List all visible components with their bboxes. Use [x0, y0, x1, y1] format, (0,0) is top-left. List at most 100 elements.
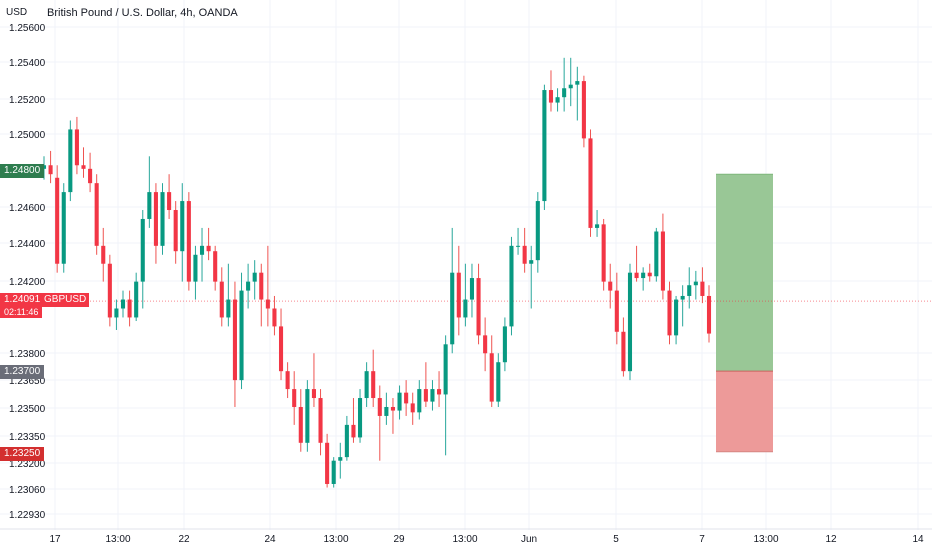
- candle-body[interactable]: [450, 272, 455, 345]
- candle-body[interactable]: [483, 335, 488, 354]
- candle-body[interactable]: [265, 299, 270, 309]
- candle-body[interactable]: [180, 201, 185, 252]
- candle-body[interactable]: [535, 201, 540, 261]
- candle-body[interactable]: [634, 272, 639, 279]
- candle-body[interactable]: [588, 138, 593, 228]
- candle-body[interactable]: [456, 272, 461, 318]
- candle-body[interactable]: [331, 460, 336, 484]
- candle-body[interactable]: [74, 129, 79, 166]
- candle-body[interactable]: [292, 389, 297, 407]
- candle-body[interactable]: [608, 281, 613, 291]
- candle-body[interactable]: [463, 299, 468, 318]
- candle-body[interactable]: [706, 295, 712, 334]
- candle-body[interactable]: [496, 362, 501, 402]
- candle-body[interactable]: [680, 295, 685, 300]
- candle-body[interactable]: [417, 389, 422, 413]
- candle-body[interactable]: [186, 201, 191, 282]
- candle-body[interactable]: [489, 353, 494, 402]
- candle-body[interactable]: [627, 272, 633, 372]
- candle-body[interactable]: [581, 81, 586, 139]
- candle-body[interactable]: [325, 442, 330, 484]
- candle-body[interactable]: [61, 192, 66, 264]
- candle-body[interactable]: [404, 392, 409, 404]
- candle-body[interactable]: [114, 308, 119, 318]
- candle-body[interactable]: [239, 290, 244, 381]
- entry-price-badge[interactable]: 1.23700: [0, 365, 45, 379]
- candle-body[interactable]: [206, 245, 211, 252]
- candle-body[interactable]: [140, 218, 145, 282]
- candle-body[interactable]: [469, 278, 475, 300]
- candle-body[interactable]: [160, 192, 165, 246]
- candle-body[interactable]: [272, 308, 277, 327]
- profit-zone[interactable]: [716, 174, 773, 372]
- candle-body[interactable]: [344, 424, 349, 458]
- candle-body[interactable]: [68, 129, 73, 193]
- candle-body[interactable]: [226, 299, 231, 318]
- candle-body[interactable]: [193, 254, 198, 282]
- candle-body[interactable]: [101, 245, 106, 264]
- candle-body[interactable]: [601, 224, 606, 282]
- candle-body[interactable]: [674, 299, 679, 336]
- candle-body[interactable]: [311, 389, 316, 399]
- current-price-badge[interactable]: 1.24091: [0, 293, 45, 307]
- loss-zone[interactable]: [716, 371, 773, 452]
- candle-body[interactable]: [548, 90, 554, 103]
- candle-body[interactable]: [509, 245, 514, 327]
- candle-body[interactable]: [120, 299, 126, 309]
- target-price-badge[interactable]: 1.24800: [0, 164, 45, 178]
- candle-body[interactable]: [305, 389, 310, 443]
- candle-body[interactable]: [153, 192, 158, 246]
- candle-body[interactable]: [107, 263, 112, 318]
- candle-body[interactable]: [213, 251, 218, 282]
- candle-body[interactable]: [147, 192, 152, 219]
- candle-body[interactable]: [232, 299, 237, 381]
- candle-body[interactable]: [134, 281, 139, 318]
- candle-body[interactable]: [377, 398, 382, 416]
- candle-body[interactable]: [318, 398, 323, 443]
- candle-body[interactable]: [502, 326, 507, 363]
- candle-body[interactable]: [562, 88, 567, 98]
- candle-body[interactable]: [575, 81, 580, 85]
- candle-body[interactable]: [555, 97, 560, 103]
- candle-body[interactable]: [384, 406, 389, 416]
- candle-body[interactable]: [390, 406, 396, 411]
- candle-body[interactable]: [81, 165, 86, 169]
- candle-body[interactable]: [338, 457, 343, 461]
- chart-title[interactable]: British Pound / U.S. Dollar, 4h, OANDA: [47, 7, 238, 19]
- candle-body[interactable]: [357, 398, 363, 438]
- candle-body[interactable]: [660, 231, 665, 291]
- candle-body[interactable]: [246, 281, 251, 291]
- candle-body[interactable]: [614, 290, 619, 332]
- candle-body[interactable]: [595, 224, 600, 228]
- candle-body[interactable]: [641, 272, 646, 279]
- candle-body[interactable]: [687, 285, 692, 296]
- candle-body[interactable]: [621, 331, 626, 372]
- candle-body[interactable]: [443, 344, 448, 395]
- candle-body[interactable]: [94, 183, 99, 246]
- candle-body[interactable]: [647, 272, 652, 277]
- candle-body[interactable]: [48, 165, 53, 175]
- candle-body[interactable]: [667, 290, 672, 336]
- candle-body[interactable]: [298, 406, 303, 443]
- candle-body[interactable]: [654, 231, 659, 277]
- candle-body[interactable]: [522, 245, 527, 264]
- candle-body[interactable]: [127, 299, 132, 318]
- candle-body[interactable]: [167, 192, 172, 211]
- candle-body[interactable]: [252, 272, 257, 282]
- candle-body[interactable]: [700, 281, 705, 296]
- candle-body[interactable]: [430, 389, 435, 402]
- candle-body[interactable]: [219, 281, 224, 318]
- candle-body[interactable]: [259, 272, 264, 300]
- candle-body[interactable]: [437, 389, 442, 395]
- stop-price-badge[interactable]: 1.23250: [0, 447, 45, 461]
- candle-body[interactable]: [529, 260, 534, 264]
- candle-body[interactable]: [351, 424, 356, 438]
- candle-body[interactable]: [88, 168, 93, 184]
- candle-body[interactable]: [476, 278, 481, 336]
- ticker-badge[interactable]: GBPUSD: [41, 293, 90, 307]
- candle-body[interactable]: [397, 392, 402, 411]
- candle-body[interactable]: [371, 371, 376, 399]
- candle-body[interactable]: [285, 371, 290, 390]
